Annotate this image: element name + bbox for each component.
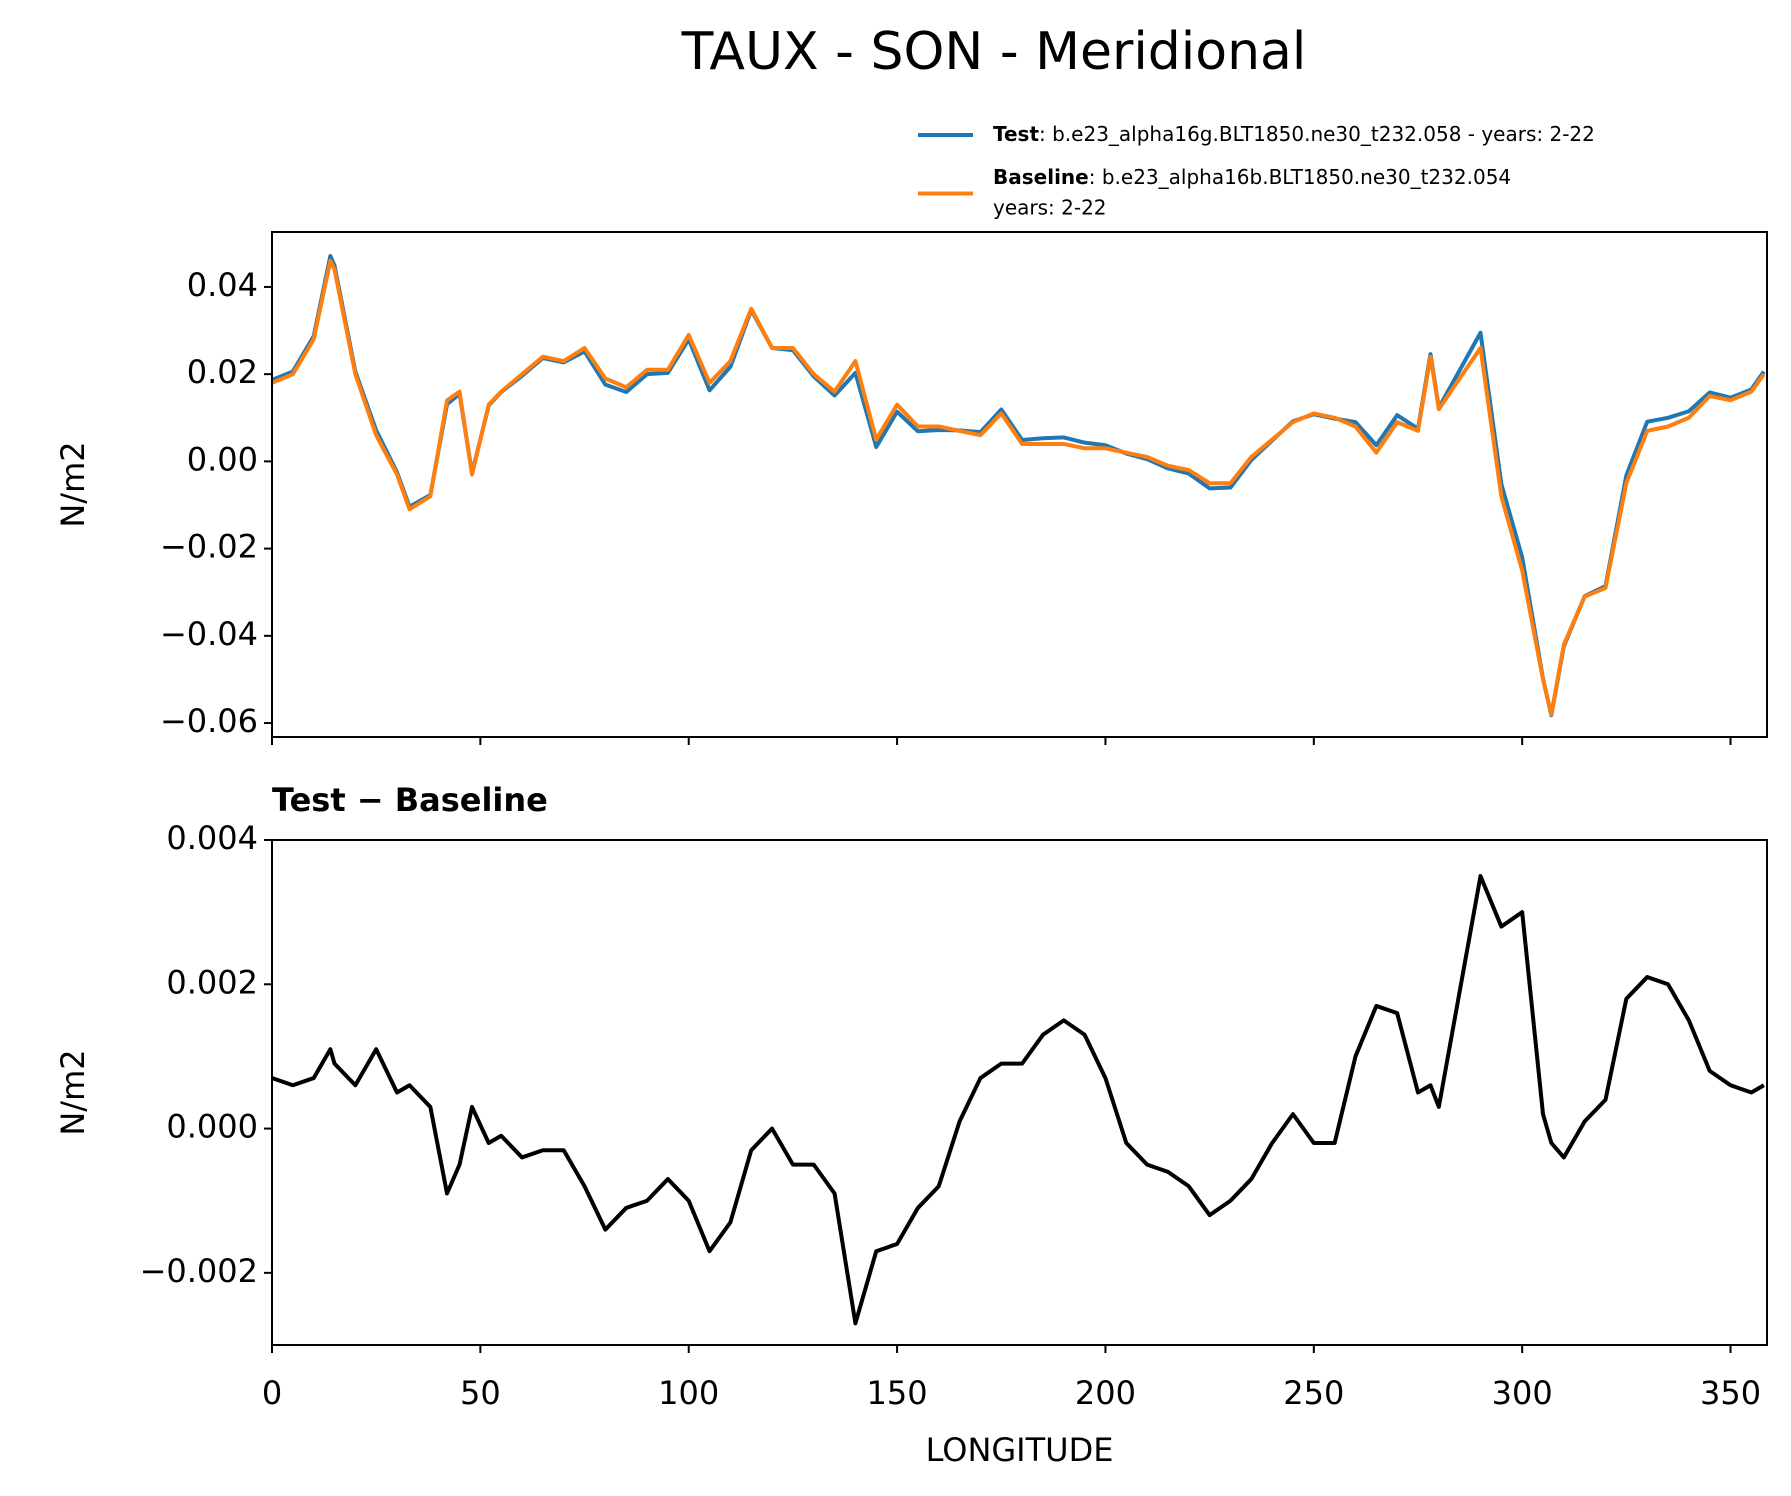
subplot-title: Test − Baseline [272, 781, 548, 819]
axes-frame [271, 231, 1768, 738]
data-line [272, 258, 1766, 717]
data-line [272, 253, 1766, 718]
y-tick-label: 0.04 [187, 266, 258, 304]
x-tick-label: 150 [867, 1374, 928, 1412]
data-line [272, 874, 1765, 1326]
x-tick-label: 350 [1700, 1374, 1761, 1412]
y-axis-label: N/m2 [54, 1049, 92, 1135]
legend-entry: Baseline: b.e23_alpha16b.BLT1850.ne30_t2… [993, 165, 1511, 189]
legend-name: Baseline [993, 165, 1089, 189]
y-tick-label: −0.06 [160, 702, 258, 740]
x-tick-label: 300 [1492, 1374, 1553, 1412]
x-tick-label: 250 [1283, 1374, 1344, 1412]
x-tick-label: 100 [658, 1374, 719, 1412]
y-axis-label: N/m2 [54, 441, 92, 527]
legend-description: : b.e23_alpha16b.BLT1850.ne30_t232.054 [1089, 165, 1511, 189]
y-tick-label: 0.004 [166, 819, 258, 857]
legend-entry: Test: b.e23_alpha16g.BLT1850.ne30_t232.0… [993, 122, 1595, 146]
x-tick-label: 0 [262, 1374, 282, 1412]
figure-title: TAUX - SON - Meridional [681, 22, 1307, 82]
legend-description: years: 2-22 [993, 196, 1107, 220]
y-tick-label: −0.04 [160, 615, 258, 653]
y-tick-label: −0.02 [160, 528, 258, 566]
y-tick-label: 0.002 [166, 963, 258, 1001]
y-tick-label: 0.00 [187, 440, 258, 478]
legend-description: : b.e23_alpha16g.BLT1850.ne30_t232.058 -… [1039, 122, 1595, 146]
x-tick-label: 50 [460, 1374, 501, 1412]
legend-name: Test [993, 122, 1039, 146]
x-tick-label: 200 [1075, 1374, 1136, 1412]
axes-frame [271, 839, 1768, 1346]
x-axis-label: LONGITUDE [926, 1431, 1114, 1469]
y-tick-label: −0.002 [140, 1252, 258, 1290]
y-tick-label: 0.000 [166, 1108, 258, 1146]
y-tick-label: 0.02 [187, 353, 258, 391]
